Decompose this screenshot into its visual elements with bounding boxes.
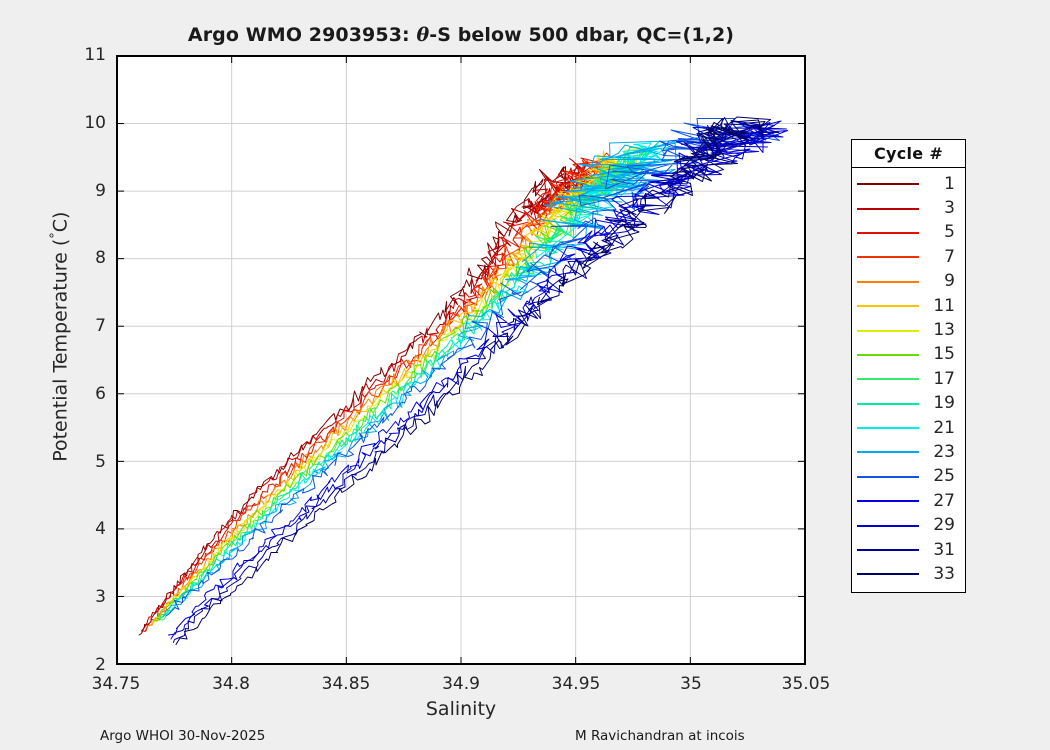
legend-row-cycle-23[interactable]: 23 [852,440,965,464]
legend-row-cycle-33[interactable]: 33 [852,562,965,586]
legend-row-cycle-13[interactable]: 13 [852,318,965,342]
x-tick-label-34.85: 34.85 [321,674,371,694]
legend-box: Cycle # 1 3 5 7 9 11 13 15 17 19 21 23 25 27 29 31 33 [851,139,966,593]
legend-label-cycle-5: 5 [944,222,955,243]
legend-label-cycle-29: 29 [933,515,955,536]
y-tick-label-5: 5 [95,451,106,472]
profile-line-cycle-1 [138,164,588,636]
tick-marks [117,56,805,664]
y-tick-label-4: 4 [95,519,106,540]
legend-row-cycle-3[interactable]: 3 [852,196,965,220]
legend-entries: 1 3 5 7 9 11 13 15 17 19 21 23 25 27 29 31 33 [852,168,965,592]
profile-line-cycle-25 [165,118,780,617]
legend-color-line-icon [857,573,919,576]
y-tick-label-2: 2 [95,655,106,675]
y-tick-label-10: 10 [84,112,106,133]
legend-row-cycle-1[interactable]: 1 [852,172,965,196]
legend-row-cycle-29[interactable]: 29 [852,513,965,537]
legend-color-line-icon [857,524,919,527]
legend-label-cycle-27: 27 [933,490,955,511]
legend-row-cycle-27[interactable]: 27 [852,489,965,513]
y-tick-label-8: 8 [95,248,106,269]
x-axis-title: Salinity [425,698,497,720]
x-tick-label-34.95: 34.95 [551,674,601,694]
footer-author: M Ravichandran at incois [575,728,745,744]
grid-lines [117,56,805,664]
profile-line-cycle-3 [141,158,587,632]
legend-color-line-icon [857,207,919,210]
profile-line-cycle-7 [145,152,612,632]
profile-line-cycle-29 [170,120,787,640]
legend-row-cycle-9[interactable]: 9 [852,270,965,294]
legend-row-cycle-21[interactable]: 21 [852,416,965,440]
degree-symbol: ° [48,232,64,239]
legend-color-line-icon [857,183,919,186]
legend-color-line-icon [857,549,919,552]
legend-label-cycle-13: 13 [933,320,955,341]
axes-border [117,56,805,664]
profile-line-cycle-33 [175,116,771,645]
legend-color-line-icon [857,427,919,430]
legend-row-cycle-31[interactable]: 31 [852,538,965,562]
legend-color-line-icon [857,280,919,283]
legend-color-line-icon [857,378,919,381]
x-tick-label-34.9: 34.9 [442,674,480,694]
theta-symbol: θ [416,24,430,46]
y-tick-label-9: 9 [95,180,106,201]
profile-line-cycle-19 [159,140,661,621]
y-axis-title: Potential Temperature (°C) [48,211,72,462]
legend-color-line-icon [857,500,919,503]
footer-source: Argo WHOI 30-Nov-2025 [100,728,266,744]
legend-label-cycle-33: 33 [933,563,955,584]
legend-label-cycle-11: 11 [933,295,955,316]
legend-color-line-icon [857,402,919,405]
legend-color-line-icon [857,305,919,308]
legend-label-cycle-9: 9 [944,271,955,292]
legend-label-cycle-21: 21 [933,417,955,438]
y-tick-label-3: 3 [95,587,106,608]
x-tick-label-35: 35 [680,674,702,694]
profile-line-cycle-23 [162,140,686,618]
y-tick-label-11: 11 [84,45,106,65]
legend-label-cycle-3: 3 [944,198,955,219]
legend-label-cycle-31: 31 [933,539,955,560]
legend-color-line-icon [857,329,919,332]
legend-row-cycle-5[interactable]: 5 [852,221,965,245]
legend-row-cycle-7[interactable]: 7 [852,245,965,269]
profile-line-cycle-27 [168,122,788,636]
legend-label-cycle-25: 25 [933,466,955,487]
legend-color-line-icon [857,451,919,454]
figure-title-suffix: -S below 500 dbar, QC=(1,2) [429,24,735,46]
legend-row-cycle-25[interactable]: 25 [852,465,965,489]
legend-label-cycle-19: 19 [933,393,955,414]
profile-line-cycle-17 [157,146,650,621]
legend-label-cycle-17: 17 [933,368,955,389]
profile-lines [138,116,788,645]
x-tick-label-34.75: 34.75 [91,674,141,694]
legend-title: Cycle # [852,140,965,168]
y-tick-label-6: 6 [95,383,106,404]
legend-label-cycle-15: 15 [933,344,955,365]
legend-row-cycle-11[interactable]: 11 [852,294,965,318]
legend-row-cycle-15[interactable]: 15 [852,343,965,367]
legend-color-line-icon [857,475,919,478]
legend-row-cycle-19[interactable]: 19 [852,392,965,416]
legend-color-line-icon [857,256,919,259]
theta-s-plot [117,56,805,664]
legend-label-cycle-7: 7 [944,246,955,267]
x-tick-label-34.8: 34.8 [212,674,250,694]
profile-line-cycle-21 [161,142,670,618]
legend-label-cycle-1: 1 [944,173,955,194]
legend-color-line-icon [857,353,919,356]
legend-row-cycle-17[interactable]: 17 [852,367,965,391]
legend-label-cycle-23: 23 [933,441,955,462]
profile-line-cycle-31 [173,117,780,643]
figure-title-prefix: Argo WMO 2903953: [187,24,417,46]
figure-title: Argo WMO 2903953: θ-S below 500 dbar, QC… [116,24,806,46]
y-tick-label-7: 7 [95,316,106,337]
x-tick-label-35.05: 35.05 [781,674,831,694]
plot-axes [116,55,806,665]
legend-color-line-icon [857,231,919,234]
